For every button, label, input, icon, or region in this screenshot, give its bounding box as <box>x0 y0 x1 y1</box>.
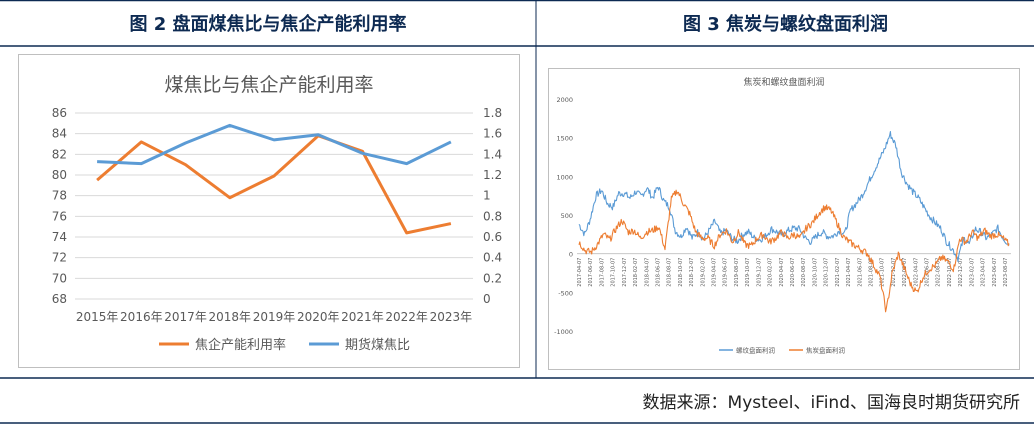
x-tick-label: 2018-10-07 <box>678 258 684 287</box>
y-tick-label: 2000 <box>556 96 573 104</box>
legend-label-2: 期货煤焦比 <box>345 337 410 353</box>
x-tick-label: 2023-06-07 <box>992 258 998 287</box>
x-tick-label: 2018-12-07 <box>689 258 695 287</box>
x-tick-label: 2021-08-07 <box>868 258 874 287</box>
x-tick-label: 2019-10-07 <box>745 258 751 287</box>
x-tick-label: 2021年 <box>341 310 384 324</box>
x-tick-label: 2023-02-07 <box>969 258 975 287</box>
x-tick-label: 2020-10-07 <box>812 258 818 287</box>
chart-title: 焦炭和螺纹盘面利润 <box>743 76 824 88</box>
x-tick-label: 2017-08-07 <box>599 258 605 287</box>
x-tick-label: 2021-06-07 <box>857 258 863 287</box>
y-tick-label: 0 <box>569 251 573 259</box>
y-left-tick-label: 76 <box>52 209 67 223</box>
right-chart: 焦炭和螺纹盘面利润 2000 1500 1000 500 0 -500 -1000 2017-0… <box>554 76 1011 355</box>
x-tick-label: 2016年 <box>120 310 163 324</box>
y-right-tick-label: 0 <box>483 292 491 306</box>
data-source: 数据来源：Mysteel、iFind、国海良时期货研究所 <box>642 393 1020 413</box>
y-right-tick-label: 1 <box>483 189 491 203</box>
x-tick-label: 2020-12-07 <box>824 258 830 287</box>
left-chart: 煤焦比与焦企产能利用率 86 1.8 84 1.6 82 1.4 80 1.2 78 1 76 0.8 7… <box>52 74 502 353</box>
x-tick-label: 2020-04-07 <box>779 258 785 287</box>
x-tick-label: 2019-12-07 <box>756 258 762 287</box>
y-left-tick-label: 72 <box>52 251 67 265</box>
x-tick-label: 2021-04-07 <box>846 258 852 287</box>
y-tick-label: 500 <box>561 212 573 220</box>
x-tick-label: 2022-10-07 <box>947 258 953 287</box>
x-tick-label: 2019-04-07 <box>712 258 718 287</box>
x-tick-label: 2022-12-07 <box>958 258 964 287</box>
chart-title: 煤焦比与焦企产能利用率 <box>164 74 373 96</box>
series-line-2 <box>578 189 1010 313</box>
y-right-tick-label: 0.6 <box>483 230 502 244</box>
x-tick-label: 2019年 <box>253 310 296 324</box>
x-tick-label: 2022-02-07 <box>902 258 908 287</box>
y-left-tick-label: 68 <box>52 292 67 306</box>
y-left-tick-label: 78 <box>52 189 67 203</box>
x-tick-label: 2022-08-07 <box>936 258 942 287</box>
x-tick-label: 2017-10-07 <box>611 258 617 287</box>
x-tick-label: 2020-06-07 <box>790 258 796 287</box>
y-tick-label: -500 <box>558 289 573 297</box>
x-tick-label: 2019-08-07 <box>734 258 740 287</box>
y-left-tick-label: 86 <box>52 106 67 120</box>
x-tick-label: 2017年 <box>164 310 207 324</box>
y-right-tick-label: 1.2 <box>483 168 502 182</box>
right-figure-header: 图 3 焦炭与螺纹盘面利润 <box>682 14 889 35</box>
x-tick-label: 2019-02-07 <box>700 258 706 287</box>
x-tick-label: 2021-12-07 <box>891 258 897 287</box>
x-tick-label: 2022-04-07 <box>913 258 919 287</box>
x-tick-label: 2018-04-07 <box>644 258 650 287</box>
x-tick-label: 2018年 <box>209 310 252 324</box>
y-left-tick-label: 74 <box>52 230 67 244</box>
y-right-tick-label: 1.4 <box>483 147 502 161</box>
x-tick-label: 2020年 <box>297 310 340 324</box>
left-chart-panel: 煤焦比与焦企产能利用率 86 1.8 84 1.6 82 1.4 80 1.2 78 1 76 0.8 7… <box>18 54 520 368</box>
x-tick-label: 2020-02-07 <box>768 258 774 287</box>
y-left-tick-label: 80 <box>52 168 67 182</box>
series-line-2 <box>97 123 452 166</box>
legend-label-1: 螺纹盘面利润 <box>736 346 775 355</box>
y-right-tick-label: 0.4 <box>483 251 502 265</box>
y-right-tick-label: 0.8 <box>483 209 502 223</box>
x-tick-label: 2022-06-07 <box>925 258 931 287</box>
y-right-tick-label: 1.6 <box>483 127 502 141</box>
y-tick-label: -1000 <box>554 328 573 336</box>
x-tick-label: 2020-08-07 <box>801 258 807 287</box>
y-tick-label: 1500 <box>556 135 573 143</box>
x-tick-label: 2015年 <box>76 310 119 324</box>
x-tick-label: 2018-02-07 <box>633 258 639 287</box>
y-right-tick-label: 0.2 <box>483 271 502 285</box>
x-tick-label: 2021-02-07 <box>835 258 841 287</box>
x-tick-label: 2017-06-07 <box>588 258 594 287</box>
series-line-1 <box>96 134 452 235</box>
y-left-tick-label: 70 <box>52 271 67 285</box>
y-left-tick-label: 84 <box>52 127 67 141</box>
y-left-tick-label: 82 <box>52 147 67 161</box>
x-tick-label: 2017-04-07 <box>577 258 583 287</box>
x-tick-label: 2023-04-07 <box>981 258 987 287</box>
y-tick-label: 1000 <box>556 173 573 181</box>
series-line-1 <box>578 131 1010 263</box>
right-chart-panel: 焦炭和螺纹盘面利润 2000 1500 1000 500 0 -500 -1000 2017-0… <box>548 68 1020 370</box>
x-tick-label: 2018-08-07 <box>667 258 673 287</box>
x-tick-label: 2018-06-07 <box>655 258 661 287</box>
y-right-tick-label: 1.8 <box>483 106 502 120</box>
x-tick-label: 2023年 <box>430 310 473 324</box>
left-figure-header: 图 2 盘面煤焦比与焦企产能利用率 <box>129 14 407 35</box>
x-tick-label: 2022年 <box>385 310 428 324</box>
x-tick-label: 2017-12-07 <box>622 258 628 287</box>
x-tick-label: 2021-10-07 <box>880 258 886 287</box>
legend-label-1: 焦企产能利用率 <box>195 337 286 353</box>
x-tick-label: 2023-08-07 <box>1003 258 1009 287</box>
legend-label-2: 焦炭盘面利润 <box>806 346 845 355</box>
x-tick-label: 2019-06-07 <box>723 258 729 287</box>
